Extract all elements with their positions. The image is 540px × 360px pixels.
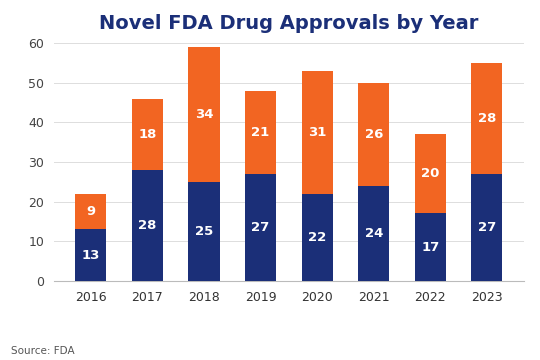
Bar [132,170,163,281]
Bar [76,229,106,281]
Text: 13: 13 [82,248,100,262]
Text: 21: 21 [252,126,270,139]
Bar [471,174,502,281]
Text: 27: 27 [252,221,270,234]
Text: 24: 24 [364,227,383,240]
Bar [471,63,502,174]
Text: 34: 34 [195,108,213,121]
Text: 22: 22 [308,231,326,244]
Title: Novel FDA Drug Approvals by Year: Novel FDA Drug Approvals by Year [99,14,478,33]
Bar [188,47,220,182]
Bar [245,91,276,174]
Text: 28: 28 [138,219,157,232]
Bar [358,83,389,186]
Bar [415,213,446,281]
Text: 9: 9 [86,205,96,218]
Bar [302,194,333,281]
Bar [358,186,389,281]
Text: 27: 27 [478,221,496,234]
Text: 17: 17 [421,240,440,254]
Text: 25: 25 [195,225,213,238]
Bar [76,194,106,229]
Bar [132,99,163,170]
Text: Source: FDA: Source: FDA [11,346,75,356]
Bar [415,134,446,213]
Text: 26: 26 [364,128,383,141]
Bar [302,71,333,194]
Text: 18: 18 [138,128,157,141]
Bar [188,182,220,281]
Text: 20: 20 [421,167,440,180]
Bar [245,174,276,281]
Text: 31: 31 [308,126,326,139]
Text: 28: 28 [478,112,496,125]
